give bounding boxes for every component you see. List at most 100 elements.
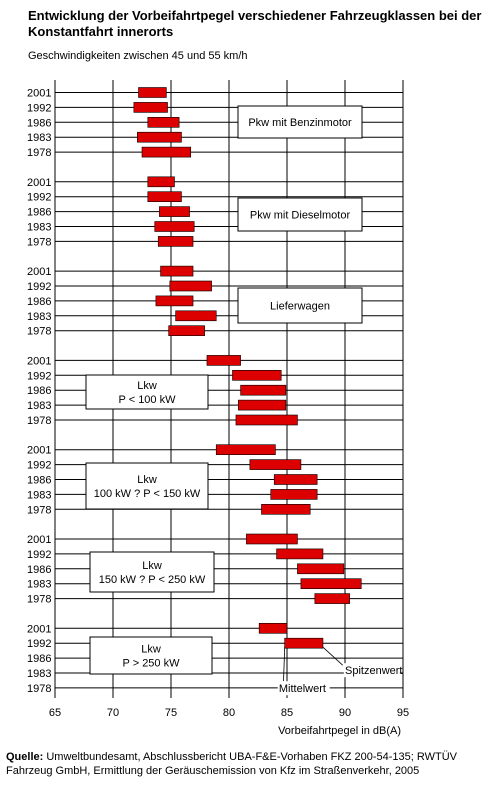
year-label: 1983: [27, 222, 51, 234]
range-bar: [206, 355, 241, 366]
annotation-bg: [277, 681, 330, 696]
year-label: 1983: [27, 489, 51, 501]
year-label: 1978: [27, 504, 51, 516]
group-label: Lkw: [142, 560, 162, 572]
group-label: Lkw: [137, 474, 157, 486]
range-bar: [154, 221, 195, 232]
group-label-box: [237, 105, 363, 139]
year-label: 1983: [27, 579, 51, 591]
x-tick-label: 70: [107, 707, 119, 719]
range-bar: [297, 563, 345, 575]
group-label: Lieferwagen: [270, 301, 330, 313]
range-bar: [169, 280, 212, 292]
year-label: 1986: [27, 385, 51, 397]
annotation-pointer: [283, 647, 286, 682]
year-label: 1986: [27, 475, 51, 487]
range-bar: [159, 206, 190, 217]
year-label: 1986: [27, 296, 51, 308]
group-label: Pkw mit Dieselmotor: [250, 210, 351, 222]
year-label: 1983: [27, 400, 51, 412]
range-bar: [168, 325, 205, 337]
year-label: 1992: [27, 192, 51, 204]
x-tick-label: 65: [49, 707, 61, 719]
range-bar: [155, 295, 194, 307]
year-label: 1992: [27, 370, 51, 382]
range-bar: [137, 131, 182, 143]
year-label: 2001: [27, 445, 51, 457]
year-label: 1986: [27, 564, 51, 576]
range-bar: [273, 474, 318, 485]
range-bar: [314, 593, 350, 604]
year-label: 1978: [27, 594, 51, 606]
group-label: 100 kW ? P < 150 kW: [94, 488, 201, 500]
year-label: 2001: [27, 623, 51, 635]
source-note: Quelle: Umweltbundesamt, Abschlussberich…: [6, 750, 500, 778]
year-label: 1978: [27, 236, 51, 248]
range-bar: [147, 117, 180, 128]
range-bar: [237, 399, 287, 411]
year-label: 2001: [27, 88, 51, 100]
group-label-box: [89, 551, 215, 593]
year-label: 2001: [27, 355, 51, 367]
range-bar: [232, 369, 282, 381]
group-label: Lkw: [141, 644, 161, 656]
chart-title: Entwicklung der Vorbeifahrtpegel verschi…: [28, 8, 482, 39]
x-tick-label: 85: [281, 707, 293, 719]
year-label: 1992: [27, 460, 51, 472]
range-bar: [249, 459, 302, 470]
range-bar: [133, 102, 168, 113]
annotation-bg: [343, 663, 400, 678]
range-bar: [240, 384, 287, 396]
range-bar: [157, 236, 194, 247]
group-label: Lkw: [137, 380, 157, 392]
range-bar: [270, 489, 318, 500]
range-bar: [300, 578, 362, 590]
year-label: 1992: [27, 102, 51, 114]
source-label: Quelle:: [6, 751, 44, 763]
range-bar: [284, 637, 324, 649]
group-label-box: [237, 287, 363, 324]
group-label: P > 250 kW: [123, 658, 181, 670]
group-label-box: [237, 197, 363, 232]
group-label: Pkw mit Benzinmotor: [248, 117, 352, 129]
year-label: 1992: [27, 549, 51, 561]
year-label: 1978: [27, 415, 51, 427]
range-bar: [175, 310, 217, 322]
range-bar: [215, 444, 276, 456]
year-label: 1983: [27, 132, 51, 144]
annotation-spitzenwert: Spitzenwert: [345, 665, 402, 677]
group-label-box: [85, 462, 209, 510]
group-label: P < 100 kW: [119, 394, 177, 406]
range-bar: [138, 87, 167, 98]
year-label: 1983: [27, 668, 51, 680]
annotation-pointer: [322, 646, 343, 666]
source-text: Umweltbundesamt, Abschlussbericht UBA-F&…: [6, 751, 457, 777]
range-bar: [276, 548, 324, 560]
range-bar: [160, 265, 194, 277]
range-bar: [147, 176, 175, 188]
chart-subtitle: Geschwindigkeiten zwischen 45 und 55 km/…: [28, 50, 248, 62]
year-label: 1983: [27, 311, 51, 323]
year-label: 1986: [27, 653, 51, 665]
year-label: 1986: [27, 117, 51, 129]
x-axis-label: Vorbeifahrtpegel in dB(A): [278, 725, 401, 737]
x-tick-label: 90: [339, 707, 351, 719]
year-label: 1978: [27, 683, 51, 695]
group-label-box: [89, 636, 213, 675]
range-bar: [235, 414, 298, 426]
range-bar: [261, 503, 311, 515]
year-label: 1978: [27, 147, 51, 159]
year-label: 1986: [27, 207, 51, 219]
x-tick-label: 75: [165, 707, 177, 719]
range-bar: [147, 191, 182, 202]
year-label: 1978: [27, 326, 51, 338]
annotation-mittelwert: Mittelwert: [279, 683, 326, 695]
range-bar: [141, 146, 192, 158]
year-label: 1992: [27, 281, 51, 293]
range-bar: [258, 622, 288, 634]
range-bar-chart: 65 70 75 80 85 90 95 2001 1992 1986 1983 1978 Pkw mi…: [27, 80, 409, 737]
x-tick-label: 95: [397, 707, 409, 719]
group-label: 150 kW ? P < 250 kW: [99, 574, 206, 586]
year-label: 1992: [27, 638, 51, 650]
group-label-box: [85, 374, 209, 410]
